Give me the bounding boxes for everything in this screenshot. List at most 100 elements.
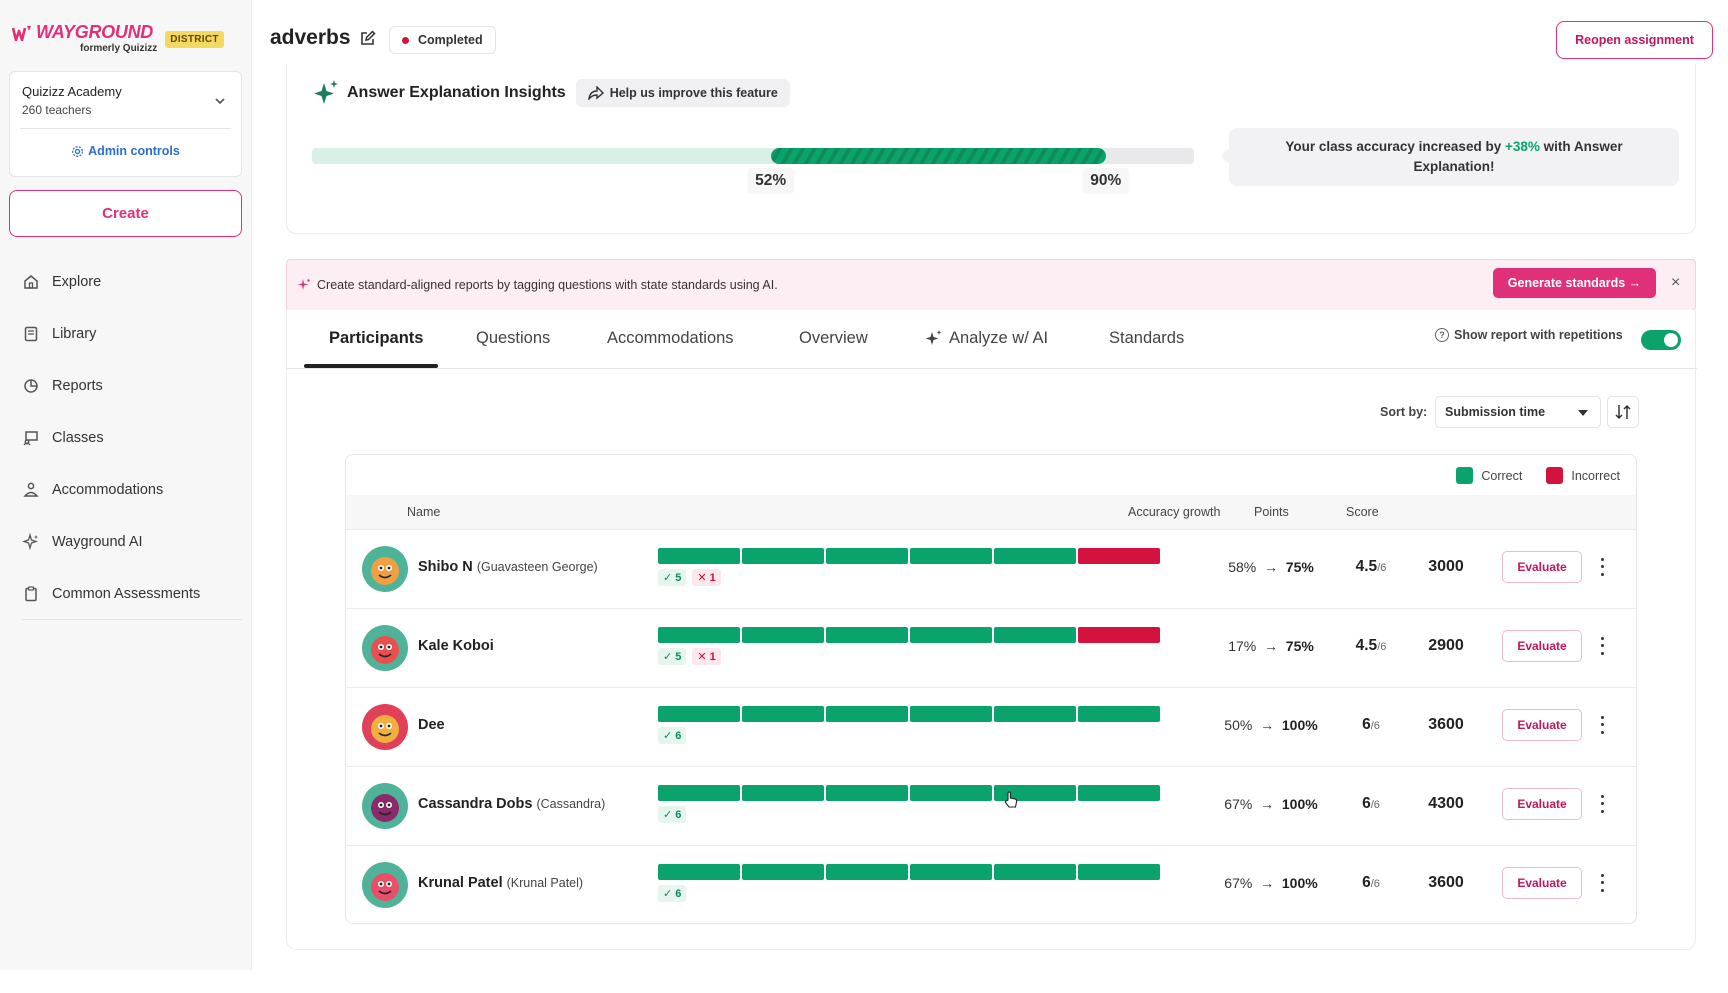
evaluate-button[interactable]: Evaluate [1502,709,1582,741]
help-icon[interactable]: ? [1435,328,1449,342]
sparkle-icon [297,279,310,290]
answer-correct-segment[interactable] [910,548,992,564]
chart-icon [24,379,38,393]
answer-correct-segment[interactable] [742,627,824,643]
status-label: Completed [418,33,483,47]
edit-icon[interactable] [359,29,376,47]
answer-correct-segment[interactable] [826,627,908,643]
sort-label: Sort by: [1380,405,1428,419]
sidebar-item-wayground-ai[interactable]: Wayground AI [22,516,242,568]
answer-correct-segment[interactable] [826,548,908,564]
table-row[interactable]: Dee ✓ 6 50% → 100% 6/6 3600 Evaluate [346,687,1636,764]
table-row[interactable]: Kale Koboi ✓ 5 ✕ 1 17% → 75% 4.5/6 2900 E… [346,608,1636,685]
more-options-icon[interactable] [1596,872,1608,894]
tab-participants[interactable]: Participants [329,329,424,347]
insights-msg-prefix: Your class accuracy increased by [1285,139,1502,154]
answer-correct-segment[interactable] [742,548,824,564]
answer-correct-segment[interactable] [910,785,992,801]
answer-correct-segment[interactable] [910,864,992,880]
sidebar-item-common-assessments[interactable]: Common Assessments [22,568,242,620]
answer-correct-segment[interactable] [658,864,740,880]
tab-overview[interactable]: Overview [799,329,868,347]
help-improve-button[interactable]: Help us improve this feature [575,79,790,107]
answer-correct-segment[interactable] [658,706,740,722]
answer-incorrect-segment[interactable] [1078,548,1160,564]
brand[interactable]: WAYGROUND formerly Quizizz DISTRICT [12,22,224,54]
points-value: 4.5 [1355,637,1378,654]
board-icon [23,431,38,446]
create-button[interactable]: Create [9,190,242,237]
participant-name[interactable]: Shibo N (Guavasteen George) [418,559,598,575]
table-row[interactable]: Krunal Patel (Krunal Patel) ✓ 6 67% → 10… [346,845,1636,922]
accuracy-to: 75% [1285,559,1314,575]
sort-direction-button[interactable] [1607,396,1639,428]
answer-correct-segment[interactable] [1078,785,1160,801]
participant-name[interactable]: Krunal Patel (Krunal Patel) [418,875,583,891]
answer-correct-segment[interactable] [910,627,992,643]
logo[interactable]: WAYGROUND formerly Quizizz [12,22,157,54]
table-row[interactable]: Cassandra Dobs (Cassandra) ✓ 6 67% → 100… [346,766,1636,843]
answer-correct-segment[interactable] [994,627,1076,643]
sidebar-item-reports[interactable]: Reports [22,360,242,412]
repetitions-toggle[interactable] [1641,330,1681,350]
answer-incorrect-segment[interactable] [1078,627,1160,643]
toggle-knob [1664,333,1678,347]
answer-correct-segment[interactable] [1078,864,1160,880]
participant-name[interactable]: Cassandra Dobs (Cassandra) [418,796,605,812]
tab-analyze-ai[interactable]: Analyze w/ AI [924,329,1048,369]
answer-correct-segment[interactable] [742,864,824,880]
points: 6/6 [1331,795,1411,813]
insights-message: Your class accuracy increased by +38% wi… [1221,128,1679,186]
answer-correct-segment[interactable] [658,548,740,564]
accuracy-to: 100% [1281,796,1318,812]
sidebar-item-explore[interactable]: Explore [22,256,242,308]
more-options-icon[interactable] [1596,556,1608,578]
evaluate-button[interactable]: Evaluate [1502,788,1582,820]
tab-questions[interactable]: Questions [476,329,551,347]
answer-correct-segment[interactable] [826,785,908,801]
more-options-icon[interactable] [1596,635,1608,657]
generate-standards-button[interactable]: Generate standards → [1493,268,1656,298]
answer-correct-segment[interactable] [826,864,908,880]
more-options-icon[interactable] [1596,793,1608,815]
answer-correct-segment[interactable] [994,706,1076,722]
evaluate-button[interactable]: Evaluate [1502,867,1582,899]
sort-select[interactable]: Submission time [1435,396,1601,428]
chevron-down-icon[interactable] [213,94,227,108]
answer-correct-segment[interactable] [742,785,824,801]
insights-header: Answer Explanation Insights Help us impr… [311,78,790,108]
table-row[interactable]: Shibo N (Guavasteen George) ✓ 5 ✕ 1 58% →… [346,529,1636,606]
score: 4300 [1428,795,1464,812]
tab-standards[interactable]: Standards [1109,329,1185,347]
evaluate-button[interactable]: Evaluate [1502,630,1582,662]
evaluate-button[interactable]: Evaluate [1502,551,1582,583]
admin-controls-link[interactable]: Admin controls [10,144,241,158]
org-switcher[interactable]: Quizizz Academy 260 teachers Admin contr… [9,71,242,177]
answer-correct-segment[interactable] [826,706,908,722]
participant-alias: (Cassandra) [536,797,606,811]
accuracy-from: 67% [1224,796,1253,812]
answer-correct-segment[interactable] [1078,706,1160,722]
close-icon[interactable]: × [1671,274,1681,291]
accuracy-growth: 67% → 100% [1186,796,1356,812]
answer-correct-segment[interactable] [658,785,740,801]
points-value: 6 [1362,716,1371,733]
answer-correct-segment[interactable] [994,864,1076,880]
answer-correct-segment[interactable] [910,706,992,722]
answer-correct-segment[interactable] [742,706,824,722]
score: 3600 [1428,874,1464,891]
answer-chips: ✓ 6 [658,885,692,902]
tab-accommodations[interactable]: Accommodations [607,329,734,347]
answer-correct-segment[interactable] [994,548,1076,564]
participant-name[interactable]: Kale Koboi [418,638,494,654]
sidebar-item-classes[interactable]: Classes [22,412,242,464]
sidebar-item-accommodations[interactable]: Accommodations [22,464,242,516]
reopen-assignment-button[interactable]: Reopen assignment [1556,21,1713,59]
more-options-icon[interactable] [1596,714,1608,736]
points-value: 4.5 [1355,558,1378,575]
answer-correct-segment[interactable] [994,785,1076,801]
participant-name[interactable]: Dee [418,717,445,733]
answer-correct-segment[interactable] [658,627,740,643]
report-tabs: Participants Questions Accommodations Ov… [287,310,1697,369]
sidebar-item-library[interactable]: Library [22,308,242,360]
